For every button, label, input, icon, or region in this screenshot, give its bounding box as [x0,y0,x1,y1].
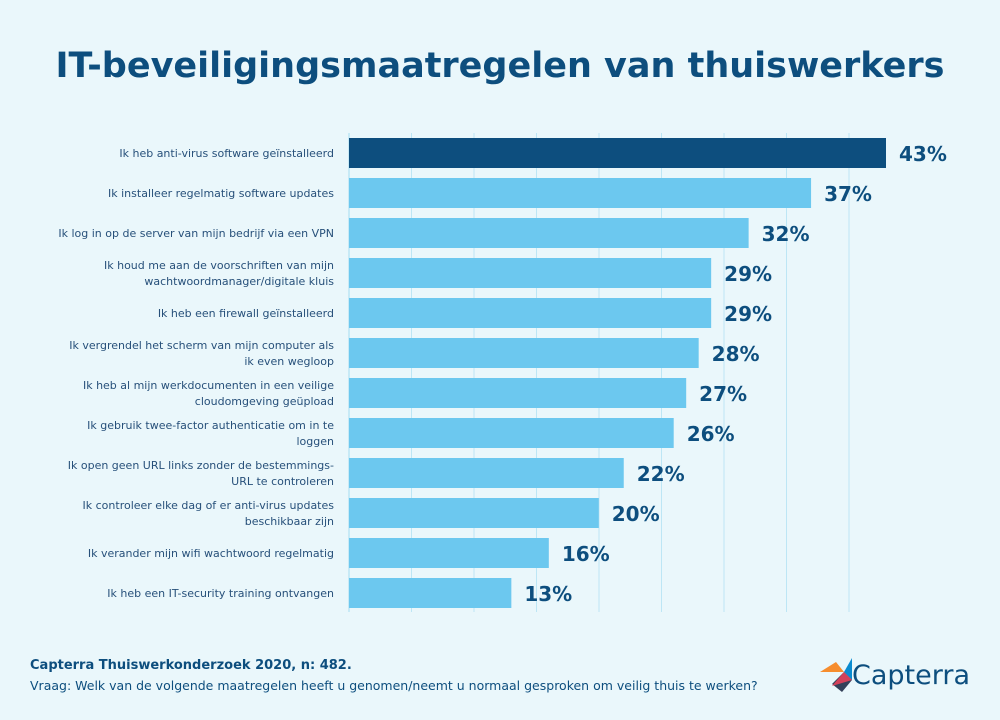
bar-value-label: 16% [562,542,610,566]
bar [349,578,512,608]
bar [349,498,599,528]
bar-value-label: 29% [724,262,772,286]
category-label: Ik vergrendel het scherm van mijn comput… [69,339,334,368]
category-label: Ik installeer regelmatig software update… [108,187,334,200]
bar [349,418,674,448]
category-label-line: Ik heb al mijn werkdocumenten in een vei… [83,379,334,392]
survey-question: Vraag: Welk van de volgende maatregelen … [30,678,758,693]
bar-value-label: 26% [687,422,735,446]
category-label-line: Ik gebruik twee-factor authenticatie om … [87,419,334,432]
category-label-line: ik even wegloop [244,355,334,368]
category-label-line: Ik heb anti-virus software geïnstalleerd [119,147,334,160]
bar-value-label: 37% [824,182,872,206]
bar-value-label: 29% [724,302,772,326]
bar-value-label: 28% [712,342,760,366]
category-label: Ik heb al mijn werkdocumenten in een vei… [83,379,334,408]
category-label: Ik open geen URL links zonder de bestemm… [68,459,334,488]
bar-value-label: 13% [524,582,572,606]
bar-value-label: 22% [637,462,685,486]
category-label-line: cloudomgeving geüpload [195,395,334,408]
bar [349,538,549,568]
category-label: Ik gebruik twee-factor authenticatie om … [87,419,334,448]
bar-value-label: 32% [762,222,810,246]
category-label: Ik controleer elke dag of er anti-virus … [83,499,335,528]
category-label-line: beschikbaar zijn [245,515,334,528]
bar [349,378,687,408]
category-label-line: Ik log in op de server van mijn bedrijf … [58,227,334,240]
category-label-line: Ik houd me aan de voorschriften van mijn [104,259,334,272]
category-label: Ik heb anti-virus software geïnstalleerd [119,147,334,160]
capterra-arrow-icon [820,658,852,692]
category-label: Ik heb een firewall geïnstalleerd [158,307,334,320]
category-label-line: Ik verander mijn wifi wachtwoord regelma… [88,547,334,560]
bar [349,218,749,248]
category-label: Ik verander mijn wifi wachtwoord regelma… [88,547,334,560]
bar [349,298,712,328]
category-label-line: Ik installeer regelmatig software update… [108,187,334,200]
category-label: Ik heb een IT-security training ontvange… [107,587,334,600]
category-label-line: Ik heb een firewall geïnstalleerd [158,307,334,320]
logo-text: Capterra [852,660,971,691]
bar [349,458,624,488]
bar [349,258,712,288]
category-label: Ik houd me aan de voorschriften van mijn… [104,259,334,288]
bar [349,138,886,168]
bar [349,178,812,208]
grid-lines [348,133,850,612]
category-label-line: Ik heb een IT-security training ontvange… [107,587,334,600]
category-label-line: Ik open geen URL links zonder de bestemm… [68,459,334,472]
bar [349,338,699,368]
category-label: Ik log in op de server van mijn bedrijf … [58,227,334,240]
category-label-line: wachtwoordmanager/digitale kluis [144,275,334,288]
bar-value-label: 43% [899,142,947,166]
category-label-line: loggen [297,435,335,448]
source-note: Capterra Thuiswerkonderzoek 2020, n: 482… [30,658,352,673]
chart-title: IT-beveiligingsmaatregelen van thuiswerk… [55,46,945,86]
category-label-line: Ik vergrendel het scherm van mijn comput… [69,339,334,352]
bar-value-label: 27% [699,382,747,406]
category-label-line: Ik controleer elke dag of er anti-virus … [83,499,335,512]
category-label-line: URL te controleren [231,475,334,488]
bar-value-label: 20% [612,502,660,526]
